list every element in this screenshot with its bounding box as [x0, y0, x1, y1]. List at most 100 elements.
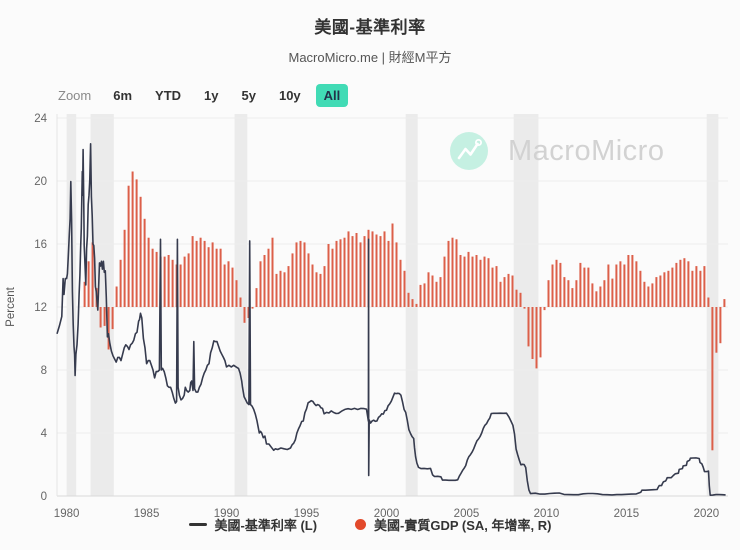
gdp-bar[interactable] — [543, 307, 546, 311]
gdp-bar[interactable] — [87, 261, 90, 307]
gdp-bar[interactable] — [183, 256, 186, 307]
gdp-bar[interactable] — [243, 307, 246, 323]
gdp-bar[interactable] — [235, 280, 238, 307]
gdp-bar[interactable] — [611, 278, 614, 307]
gdp-bar[interactable] — [83, 281, 86, 307]
gdp-bar[interactable] — [287, 266, 290, 307]
gdp-bar[interactable] — [171, 259, 174, 308]
gdp-bar[interactable] — [627, 255, 630, 307]
range-button-6m[interactable]: 6m — [105, 84, 140, 107]
gdp-bar[interactable] — [599, 286, 602, 308]
gdp-bar[interactable] — [343, 237, 346, 307]
gdp-bar[interactable] — [475, 255, 478, 307]
gdp-bar[interactable] — [395, 242, 398, 307]
gdp-bar[interactable] — [499, 281, 502, 307]
gdp-bar[interactable] — [219, 248, 222, 307]
gdp-bar[interactable] — [351, 236, 354, 307]
gdp-bar[interactable] — [147, 237, 150, 307]
gdp-bar[interactable] — [211, 242, 214, 307]
gdp-bar[interactable] — [135, 179, 138, 307]
gdp-bar[interactable] — [327, 244, 330, 307]
gdp-bar[interactable] — [255, 288, 258, 307]
gdp-bar[interactable] — [719, 307, 722, 344]
gdp-bar[interactable] — [111, 307, 114, 330]
gdp-bar[interactable] — [431, 275, 434, 308]
gdp-bar[interactable] — [167, 255, 170, 307]
gdp-bar[interactable] — [551, 264, 554, 308]
gdp-bar[interactable] — [491, 267, 494, 307]
gdp-bar[interactable] — [663, 272, 666, 307]
gdp-bar[interactable] — [179, 264, 182, 308]
gdp-bar[interactable] — [563, 277, 566, 307]
gdp-bar[interactable] — [107, 307, 110, 350]
gdp-bar[interactable] — [583, 267, 586, 307]
gdp-bar[interactable] — [471, 256, 474, 307]
gdp-bar[interactable] — [695, 266, 698, 307]
range-button-all[interactable]: All — [315, 83, 349, 107]
gdp-bar[interactable] — [519, 292, 522, 307]
gdp-bar[interactable] — [407, 292, 410, 307]
gdp-bar[interactable] — [363, 236, 366, 307]
gdp-bar[interactable] — [163, 256, 166, 307]
gdp-bar[interactable] — [435, 281, 438, 307]
gdp-bar[interactable] — [215, 248, 218, 307]
gdp-bar[interactable] — [131, 171, 134, 308]
gdp-bar[interactable] — [439, 277, 442, 307]
gdp-bar[interactable] — [251, 307, 254, 309]
gdp-bar[interactable] — [151, 248, 154, 307]
gdp-bar[interactable] — [103, 307, 106, 326]
gdp-bar[interactable] — [687, 261, 690, 307]
gdp-bar[interactable] — [355, 233, 358, 307]
gdp-bar[interactable] — [523, 307, 526, 309]
gdp-bar[interactable] — [647, 286, 650, 308]
gdp-bar[interactable] — [187, 253, 190, 307]
gdp-bar[interactable] — [495, 266, 498, 307]
gdp-bar[interactable] — [447, 240, 450, 307]
gdp-bar[interactable] — [335, 240, 338, 307]
gdp-bar[interactable] — [155, 251, 158, 307]
gdp-bar[interactable] — [199, 237, 202, 307]
gdp-bar[interactable] — [603, 280, 606, 307]
gdp-bar[interactable] — [487, 258, 490, 307]
gdp-bar[interactable] — [507, 273, 510, 307]
gdp-bar[interactable] — [295, 242, 298, 307]
gdp-bar[interactable] — [411, 299, 414, 307]
gdp-bar[interactable] — [483, 256, 486, 307]
gdp-bar[interactable] — [703, 266, 706, 307]
gdp-bar[interactable] — [427, 272, 430, 307]
gdp-bar[interactable] — [259, 261, 262, 307]
gdp-bar[interactable] — [671, 267, 674, 307]
gdp-bar[interactable] — [535, 307, 538, 369]
gdp-bar[interactable] — [467, 251, 470, 307]
range-button-10y[interactable]: 10y — [271, 84, 309, 107]
gdp-bar[interactable] — [691, 270, 694, 307]
gdp-bar[interactable] — [207, 247, 210, 307]
gdp-bar[interactable] — [115, 286, 118, 308]
gdp-bar[interactable] — [99, 307, 102, 328]
gdp-bar[interactable] — [423, 283, 426, 307]
gdp-bar[interactable] — [699, 270, 702, 307]
gdp-bar[interactable] — [91, 242, 94, 307]
gdp-bar[interactable] — [143, 218, 146, 307]
gdp-bar[interactable] — [303, 242, 306, 307]
gdp-bar[interactable] — [515, 289, 518, 307]
gdp-bar[interactable] — [315, 272, 318, 307]
gdp-bar[interactable] — [267, 248, 270, 307]
gdp-bar[interactable] — [319, 273, 322, 307]
gdp-bar[interactable] — [283, 272, 286, 307]
gdp-bar[interactable] — [455, 239, 458, 307]
gdp-bar[interactable] — [479, 259, 482, 308]
gdp-bar[interactable] — [391, 223, 394, 308]
gdp-bar[interactable] — [539, 307, 542, 358]
rate-line[interactable] — [56, 142, 726, 497]
range-button-ytd[interactable]: YTD — [147, 84, 189, 107]
gdp-bar[interactable] — [371, 231, 374, 307]
chart-canvas[interactable]: 0 4 8 12 16 20 24 Percent 1980 1985 1990 1995 2000 20… — [0, 110, 740, 524]
gdp-bar[interactable] — [463, 256, 466, 307]
gdp-bar[interactable] — [683, 258, 686, 307]
gdp-bar[interactable] — [375, 234, 378, 308]
gdp-bar[interactable] — [383, 231, 386, 307]
gdp-bar[interactable] — [655, 277, 658, 307]
gdp-bar[interactable] — [511, 275, 514, 308]
gdp-bar[interactable] — [311, 264, 314, 308]
